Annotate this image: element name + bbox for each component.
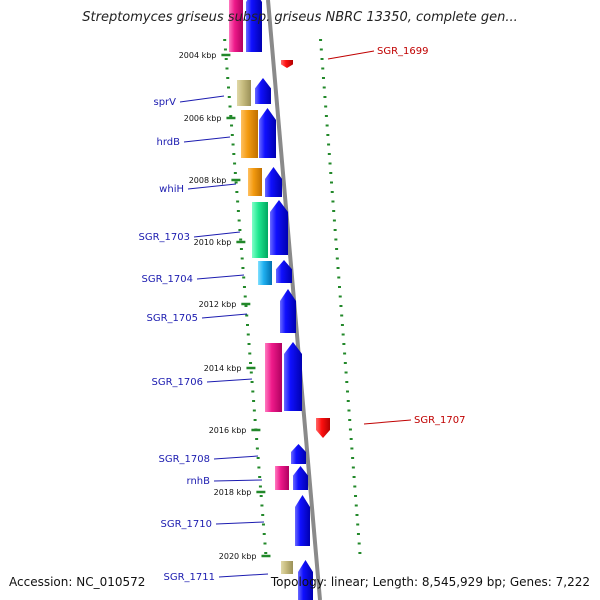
- leader-line: [183, 136, 231, 143]
- gene-arrow[interactable]: [298, 560, 313, 600]
- gene-label[interactable]: sprV: [153, 97, 176, 108]
- gene-arrow[interactable]: [293, 466, 308, 490]
- accession-text: Accession: NC_010572: [9, 575, 146, 589]
- gene-feature[interactable]: [248, 168, 262, 196]
- gene-arrow[interactable]: [259, 108, 276, 158]
- gene-label[interactable]: whiH: [159, 184, 184, 195]
- kbp-label: 2004 kbp: [179, 51, 217, 60]
- gene-feature[interactable]: [241, 110, 258, 158]
- leader-line: [196, 274, 245, 280]
- gene-label[interactable]: SGR_1708: [159, 454, 211, 465]
- leader-line: [213, 455, 259, 460]
- gene-label[interactable]: rnhB: [187, 476, 211, 487]
- gene-label[interactable]: SGR_1699: [377, 46, 429, 57]
- gene-feature[interactable]: [252, 202, 268, 258]
- gene-feature[interactable]: [275, 466, 289, 490]
- gene-label[interactable]: SGR_1711: [164, 572, 216, 583]
- gene-label[interactable]: SGR_1710: [161, 519, 213, 530]
- gene-labels: sprV hrdB whiH SGR_1703 SGR_1704 SGR_1705 SGR_…: [139, 46, 466, 583]
- gene-feature[interactable]: [237, 80, 251, 106]
- gene-arrow[interactable]: [280, 289, 296, 333]
- gene-arrow[interactable]: [270, 200, 288, 255]
- gene-label[interactable]: SGR_1703: [139, 232, 191, 243]
- leader-line: [179, 95, 225, 103]
- leader-line: [327, 50, 375, 60]
- leader-line: [193, 231, 241, 238]
- gene-feature[interactable]: [281, 561, 293, 574]
- gene-label[interactable]: SGR_1707: [414, 415, 466, 426]
- gene-feature[interactable]: [265, 343, 282, 412]
- gene-arrow-reverse[interactable]: [281, 60, 293, 68]
- left-tick-rail: [221, 39, 271, 558]
- gene-arrow[interactable]: [246, 0, 262, 52]
- gene-arrow[interactable]: [295, 495, 310, 546]
- gene-label[interactable]: SGR_1706: [152, 377, 204, 388]
- kbp-label: 2008 kbp: [189, 176, 227, 185]
- gene-label[interactable]: SGR_1704: [142, 274, 194, 285]
- gene-arrow[interactable]: [291, 444, 306, 464]
- kbp-label: 2016 kbp: [209, 426, 247, 435]
- gene-arrow[interactable]: [276, 260, 292, 283]
- gene-arrow[interactable]: [265, 167, 282, 197]
- kbp-scale: 2004 kbp 2006 kbp 2008 kbp 2010 kbp 2012 kbp…: [179, 51, 257, 561]
- leader-line: [218, 573, 269, 578]
- kbp-label: 2012 kbp: [199, 300, 237, 309]
- leader-line: [363, 419, 412, 425]
- gene-feature[interactable]: [258, 261, 272, 285]
- genome-title: Streptomyces griseus subsp. griseus NBRC…: [82, 10, 518, 25]
- leader-line: [215, 521, 265, 525]
- kbp-label: 2020 kbp: [219, 552, 257, 561]
- leader-line: [187, 183, 237, 190]
- kbp-label: 2014 kbp: [204, 364, 242, 373]
- leader-line: [201, 313, 248, 319]
- leader-line: [213, 479, 263, 482]
- gene-arrow[interactable]: [284, 342, 302, 411]
- kbp-label: 2010 kbp: [194, 238, 232, 247]
- kbp-label: 2006 kbp: [184, 114, 222, 123]
- right-tick-rail: [319, 39, 362, 554]
- gene-arrow-reverse[interactable]: [316, 418, 330, 438]
- gene-arrow[interactable]: [255, 78, 271, 104]
- gene-feature[interactable]: [229, 0, 243, 52]
- kbp-label: 2018 kbp: [214, 488, 252, 497]
- gene-track: [229, 0, 330, 600]
- leader-line: [206, 378, 253, 383]
- topology-text: Topology: linear; Length: 8,545,929 bp; …: [270, 575, 590, 589]
- gene-label[interactable]: hrdB: [157, 137, 181, 148]
- gene-label[interactable]: SGR_1705: [147, 313, 199, 324]
